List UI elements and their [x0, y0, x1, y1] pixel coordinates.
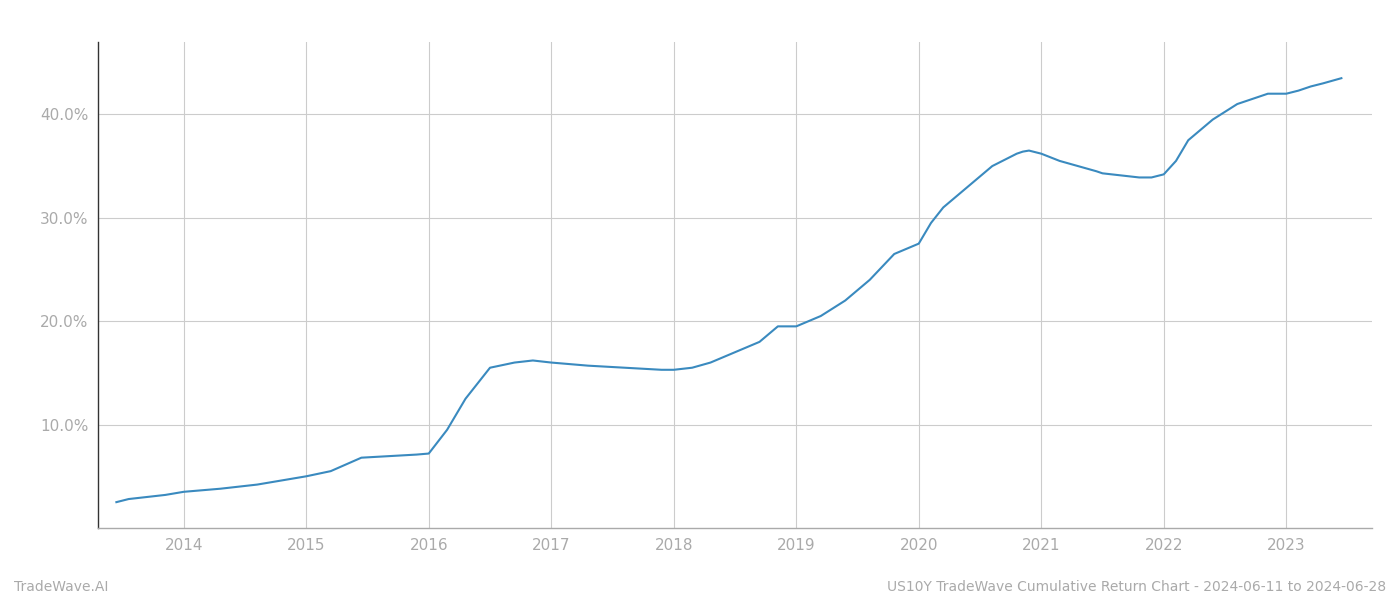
- Text: TradeWave.AI: TradeWave.AI: [14, 580, 108, 594]
- Text: US10Y TradeWave Cumulative Return Chart - 2024-06-11 to 2024-06-28: US10Y TradeWave Cumulative Return Chart …: [886, 580, 1386, 594]
